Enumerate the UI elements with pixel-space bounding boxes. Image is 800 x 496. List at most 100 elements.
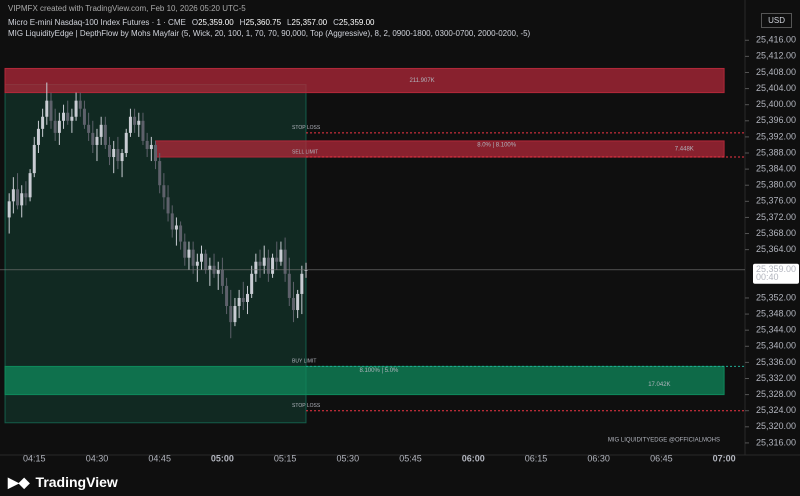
- candle-body: [91, 132, 95, 145]
- x-tick-label: 07:00: [713, 453, 736, 463]
- y-tick-label: 25,412.00: [756, 51, 796, 61]
- y-tick-label: 25,408.00: [756, 67, 796, 77]
- candle-body: [287, 273, 291, 298]
- y-tick-label: 25,328.00: [756, 389, 796, 399]
- candle-body: [195, 261, 199, 266]
- ohlc-key: O: [191, 18, 199, 27]
- y-tick-label: 25,372.00: [756, 212, 796, 222]
- candle-body: [66, 112, 70, 121]
- y-tick-label: 25,340.00: [756, 341, 796, 351]
- candle-body: [300, 273, 304, 294]
- candle-body: [11, 189, 15, 202]
- ohlc: O25,359.00 H25,360.75 L25,357.00 C25,359.00: [186, 18, 375, 27]
- level-label: BUY LIMIT: [292, 359, 316, 365]
- x-tick-label: 04:15: [23, 453, 46, 463]
- candle-body: [28, 173, 32, 198]
- candle-body: [78, 100, 82, 109]
- y-tick-label: 25,368.00: [756, 228, 796, 238]
- candle-body: [179, 225, 183, 242]
- candle-body: [62, 112, 66, 121]
- candle-body: [53, 120, 57, 133]
- y-tick-label: 25,392.00: [756, 131, 796, 141]
- candle-body: [41, 116, 45, 129]
- level-label: STOP LOSS: [292, 403, 321, 409]
- y-tick-label: 25,344.00: [756, 325, 796, 335]
- ohlc-key: H: [239, 18, 246, 27]
- candle-body: [187, 249, 191, 258]
- candle-body: [250, 273, 254, 294]
- y-tick-label: 25,404.00: [756, 83, 796, 93]
- level-label: STOP LOSS: [292, 125, 321, 131]
- candle-body: [45, 100, 49, 117]
- last-price-box: [753, 263, 799, 284]
- y-tick-label: 25,416.00: [756, 35, 796, 45]
- candle-body: [95, 136, 99, 145]
- candle-body: [36, 128, 40, 145]
- y-tick-label: 25,400.00: [756, 99, 796, 109]
- candle-body: [141, 120, 145, 141]
- credit: VIPMFX created with TradingView.com, Feb…: [8, 4, 246, 13]
- candle-body: [116, 148, 120, 162]
- candle-body: [124, 132, 128, 154]
- candle-body: [275, 257, 279, 262]
- candle-body: [183, 241, 187, 258]
- watermark: MIG LIQUIDITYEDGE @OFFICIALMOHS: [608, 438, 720, 444]
- candle-body: [241, 297, 245, 302]
- brand-name: TradingView: [35, 474, 118, 490]
- ohlc-key: C: [333, 18, 339, 27]
- last-price-label: 25,359.00: [756, 264, 796, 274]
- liquidity-zone: [4, 365, 725, 396]
- x-tick-label: 05:00: [211, 453, 234, 463]
- candle-body: [296, 293, 300, 311]
- candle-body: [24, 193, 28, 198]
- candle-body: [225, 285, 229, 307]
- symbol: Micro E-mini Nasdaq-100 Index Futures · …: [8, 18, 186, 27]
- y-tick-label: 25,324.00: [756, 405, 796, 415]
- candle-body: [20, 193, 24, 206]
- candle-body: [149, 144, 153, 149]
- candle-body: [199, 253, 203, 262]
- candle-body: [170, 213, 174, 230]
- candle-body: [112, 148, 116, 158]
- candle-body: [32, 144, 36, 174]
- candle-body: [49, 100, 53, 121]
- y-tick-label: 25,364.00: [756, 244, 796, 254]
- candle-body: [7, 201, 11, 218]
- candle-body: [103, 124, 107, 145]
- y-tick-label: 25,380.00: [756, 180, 796, 190]
- x-tick-label: 04:45: [148, 453, 171, 463]
- candle-body: [245, 293, 249, 302]
- symbol-line: Micro E-mini Nasdaq-100 Index Futures · …: [8, 18, 374, 27]
- y-tick-label: 25,376.00: [756, 196, 796, 206]
- candle-body: [291, 297, 295, 311]
- candle-body: [16, 189, 20, 206]
- x-tick-label: 06:45: [650, 453, 673, 463]
- y-tick-label: 25,352.00: [756, 292, 796, 302]
- candle-body: [133, 116, 137, 125]
- candle-body: [271, 257, 275, 274]
- candle-body: [158, 161, 162, 186]
- candle-body: [162, 185, 166, 198]
- currency-button[interactable]: USD: [761, 13, 792, 28]
- x-tick-label: 06:00: [462, 453, 485, 463]
- x-tick-label: 04:30: [86, 453, 109, 463]
- brand: ▶◆ TradingView: [8, 474, 118, 490]
- candle-body: [145, 140, 149, 149]
- level-label: SELL LIMIT: [292, 149, 318, 155]
- countdown: 00:40: [756, 272, 779, 282]
- candle-body: [70, 116, 74, 121]
- liquidity-zone: [155, 140, 725, 158]
- ohlc-value: 25,357.00: [291, 18, 328, 27]
- ohlc-value: 25,360.75: [245, 18, 282, 27]
- x-tick-label: 06:30: [587, 453, 610, 463]
- y-tick-label: 25,336.00: [756, 357, 796, 367]
- candle-body: [99, 124, 103, 137]
- candle-body: [229, 306, 233, 323]
- candle-body: [57, 120, 61, 133]
- candle-body: [233, 306, 237, 323]
- candle-body: [191, 249, 195, 266]
- candle-body: [254, 261, 258, 274]
- y-tick-label: 25,388.00: [756, 147, 796, 157]
